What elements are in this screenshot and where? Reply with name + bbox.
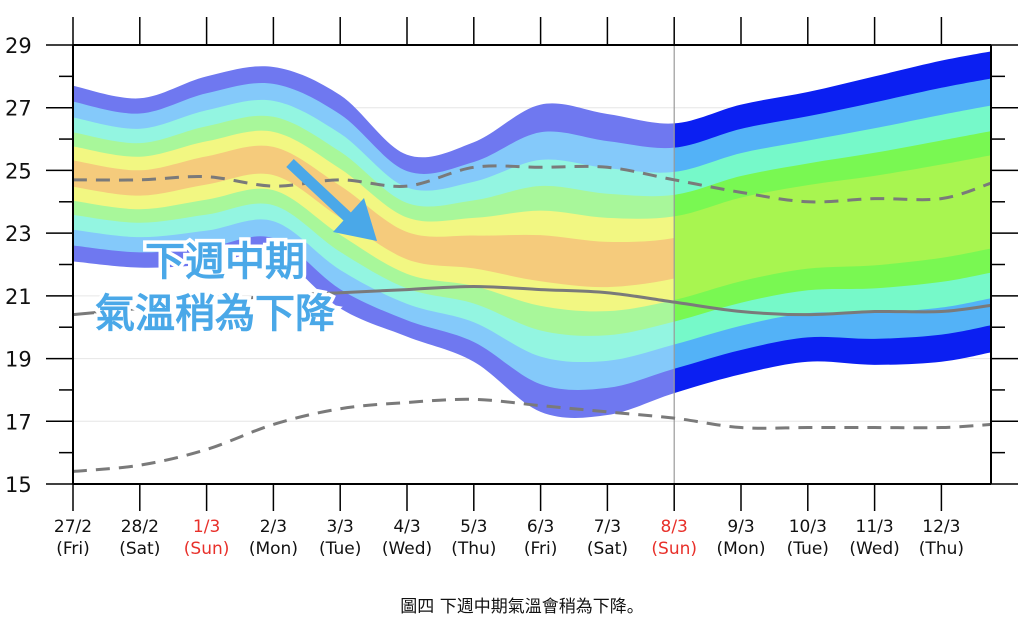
y-tick-label: 25 — [5, 159, 32, 183]
x-tick-day: (Fri) — [56, 539, 90, 559]
x-tick-date: 6/3 — [527, 517, 554, 537]
arrow-head — [333, 198, 377, 241]
x-tick-date: 3/3 — [327, 517, 354, 537]
ensemble-band-level-5 — [674, 179, 991, 279]
series-line-2 — [72, 397, 992, 473]
x-tick-day: (Thu) — [451, 539, 496, 559]
y-tick-label: 19 — [5, 348, 32, 372]
x-tick-day: (Fri) — [524, 539, 558, 559]
x-tick-day: (Mon) — [249, 539, 298, 559]
x-tick-day: (Wed) — [382, 539, 432, 559]
x-tick-date: 12/3 — [922, 517, 960, 537]
y-tick-label: 21 — [5, 285, 32, 309]
figure-caption: 圖四 下週中期氣溫會稍為下降。 — [400, 597, 644, 617]
x-tick-date: 28/2 — [121, 517, 159, 537]
series-line-1 — [72, 284, 992, 317]
arrow-shaft — [286, 158, 356, 226]
x-tick-date: 8/3 — [661, 517, 688, 537]
x-tick-day: (Tue) — [787, 539, 829, 559]
x-tick-date: 2/3 — [260, 517, 287, 537]
series-line-0 — [72, 164, 992, 204]
x-tick-date: 4/3 — [393, 517, 420, 537]
x-tick-day: (Mon) — [716, 539, 765, 559]
x-tick-day: (Sat) — [119, 539, 160, 559]
x-tick-date: 9/3 — [727, 517, 754, 537]
x-tick-date: 7/3 — [594, 517, 621, 537]
annotation-line1: 下週中期 — [145, 239, 305, 285]
y-tick-label: 15 — [5, 473, 32, 497]
x-tick-date: 10/3 — [789, 517, 827, 537]
y-tick-label: 27 — [5, 97, 32, 121]
trend-arrow-icon — [286, 158, 377, 241]
x-tick-day: (Sun) — [184, 539, 230, 559]
x-tick-date: 5/3 — [460, 517, 487, 537]
x-tick-date: 11/3 — [856, 517, 894, 537]
y-tick-label: 17 — [5, 410, 32, 434]
x-tick-date: 1/3 — [193, 517, 220, 537]
x-tick-day: (Tue) — [319, 539, 361, 559]
annotation-line2: 氣溫稍為下降 — [95, 291, 335, 337]
x-tick-day: (Thu) — [919, 539, 964, 559]
ensemble-bands-after — [674, 51, 991, 394]
x-tick-date: 27/2 — [54, 517, 92, 537]
x-tick-day: (Wed) — [849, 539, 899, 559]
y-tick-label: 29 — [5, 34, 32, 58]
temperature-forecast-chart: 151719212325272927/2(Fri)28/2(Sat)1/3(Su… — [5, 17, 1018, 559]
y-tick-label: 23 — [5, 222, 32, 246]
x-tick-day: (Sun) — [651, 539, 697, 559]
x-tick-day: (Sat) — [587, 539, 628, 559]
ensemble-band-level-5 — [73, 145, 675, 288]
ensemble-bands-before — [73, 66, 675, 418]
